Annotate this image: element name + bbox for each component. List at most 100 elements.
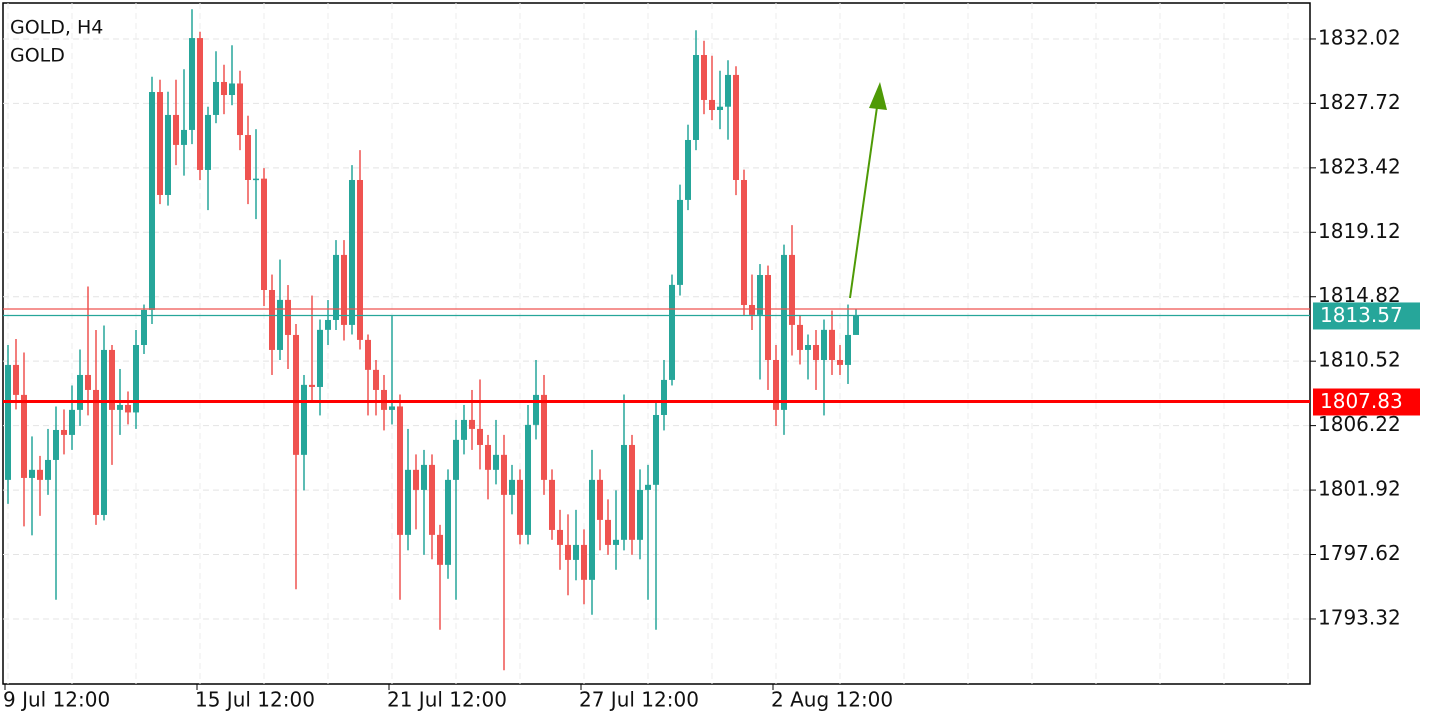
candle-body (101, 349, 107, 515)
candle-body (405, 469, 411, 535)
candle-body (181, 129, 187, 145)
candle-body (597, 479, 603, 520)
candle-body (669, 284, 675, 380)
candle-body (341, 254, 347, 325)
candle-body (533, 394, 539, 425)
candle-body (421, 464, 427, 490)
candle-body (85, 374, 91, 390)
candle-body (501, 454, 507, 495)
candle-body (365, 339, 371, 370)
candle-body (93, 389, 99, 515)
candle-body (701, 55, 707, 100)
candle-body (37, 469, 43, 480)
candle-body (461, 419, 467, 440)
candle-body (413, 469, 419, 490)
y-tick-label: 1793.32 (1318, 605, 1401, 629)
candle-body (685, 139, 691, 200)
x-tick-label: 2 Aug 12:00 (771, 688, 893, 712)
candle-body (293, 334, 299, 455)
candle-body (397, 406, 403, 535)
candle-body (613, 539, 619, 545)
candle-body (525, 424, 531, 535)
candle-body (565, 544, 571, 560)
grid (3, 3, 1310, 684)
candle-body (13, 364, 19, 395)
last-price-box (1313, 302, 1420, 330)
candle-body (853, 315, 859, 335)
level-label: 1807.83 (1320, 389, 1403, 413)
candle-body (285, 299, 291, 335)
overlay (849, 82, 887, 299)
candles (5, 9, 859, 671)
candle-body (477, 428, 483, 445)
y-tick-label: 1819.12 (1318, 219, 1401, 243)
candle-body (573, 544, 579, 560)
candle-body (69, 409, 75, 435)
candle-body (589, 479, 595, 580)
candle-body (117, 404, 123, 410)
candle-body (109, 349, 115, 410)
x-tick-label: 27 Jul 12:00 (579, 688, 699, 712)
x-tick-label: 9 Jul 12:00 (3, 688, 110, 712)
candle-body (229, 83, 235, 96)
candle-body (813, 344, 819, 360)
candle-body (637, 489, 643, 540)
candle-body (821, 329, 827, 360)
candle-body (429, 464, 435, 535)
candle-body (629, 444, 635, 540)
candle-body (381, 389, 387, 410)
candle-body (661, 379, 667, 415)
candle-body (373, 369, 379, 390)
candle-body (149, 92, 155, 310)
candle-body (333, 254, 339, 320)
y-tick-label: 1801.92 (1318, 477, 1401, 501)
candle-body (141, 309, 147, 345)
candle-body (277, 299, 283, 350)
candle-body (605, 519, 611, 545)
candle-body (549, 479, 555, 530)
chart-subtitle: GOLD (10, 45, 65, 67)
candle-body (829, 329, 835, 360)
y-tick-label: 1827.72 (1318, 90, 1401, 114)
candle-body (541, 394, 547, 480)
candle-body (557, 529, 563, 545)
level-box (1313, 388, 1420, 416)
candle-body (173, 114, 179, 145)
candle-body (485, 444, 491, 470)
candle-body (21, 394, 27, 478)
candle-body (453, 439, 459, 480)
candle-body (45, 459, 51, 480)
candle-body (245, 135, 251, 180)
candle-body (717, 106, 723, 111)
y-tick-label: 1797.62 (1318, 541, 1401, 565)
last-price-label: 1813.57 (1320, 303, 1403, 327)
candle-body (197, 38, 203, 170)
candle-body (309, 384, 315, 387)
candle-body (157, 92, 163, 195)
candle-body (261, 178, 267, 290)
candle-body (725, 74, 731, 107)
candle-body (781, 254, 787, 410)
candle-body (29, 469, 35, 478)
candle-body (797, 324, 803, 350)
candle-body (509, 479, 515, 495)
y-tick-label: 1806.22 (1318, 412, 1401, 436)
candle-body (237, 83, 243, 136)
candle-body (621, 444, 627, 540)
candle-body (581, 544, 587, 580)
x-tick-label: 15 Jul 12:00 (195, 688, 315, 712)
candle-body (741, 179, 747, 305)
candle-body (133, 344, 139, 413)
candle-body (789, 254, 795, 325)
candle-body (437, 534, 443, 565)
candle-body (693, 55, 699, 140)
candle-body (645, 484, 651, 490)
candle-body (749, 304, 755, 315)
candle-body (469, 419, 475, 429)
candle-body (5, 364, 11, 480)
candle-body (301, 384, 307, 455)
candle-body (205, 114, 211, 170)
y-tick-label: 1823.42 (1318, 154, 1401, 178)
y-tick-label: 1810.52 (1318, 348, 1401, 372)
x-tick-label: 21 Jul 12:00 (387, 688, 507, 712)
